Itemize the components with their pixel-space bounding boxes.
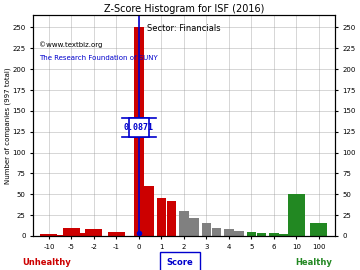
Bar xyxy=(60,235,64,236)
Bar xyxy=(212,228,221,236)
Y-axis label: Number of companies (997 total): Number of companies (997 total) xyxy=(4,67,11,184)
Text: Unhealthy: Unhealthy xyxy=(22,258,71,267)
Bar xyxy=(134,28,144,236)
Bar xyxy=(63,228,80,236)
Text: Healthy: Healthy xyxy=(295,258,332,267)
Bar xyxy=(234,231,244,236)
Bar xyxy=(279,234,289,236)
Bar xyxy=(179,211,189,236)
Bar xyxy=(288,194,305,236)
Text: The Research Foundation of SUNY: The Research Foundation of SUNY xyxy=(39,55,158,61)
Bar xyxy=(247,232,256,236)
Bar xyxy=(269,234,279,236)
Bar xyxy=(40,234,58,236)
Title: Z-Score Histogram for ISF (2016): Z-Score Histogram for ISF (2016) xyxy=(104,4,264,14)
Bar xyxy=(144,186,154,236)
Bar xyxy=(189,218,199,236)
Bar xyxy=(80,234,85,236)
Bar xyxy=(167,201,176,236)
FancyBboxPatch shape xyxy=(129,118,149,137)
Text: Sector: Financials: Sector: Financials xyxy=(147,24,221,33)
Bar xyxy=(310,224,328,236)
Bar xyxy=(202,224,211,236)
Bar xyxy=(224,229,234,236)
Bar xyxy=(51,235,55,236)
Bar xyxy=(157,198,166,236)
Text: Score: Score xyxy=(167,258,193,267)
Bar xyxy=(108,232,125,236)
Bar xyxy=(85,229,103,236)
Bar xyxy=(75,233,80,236)
Bar xyxy=(65,235,69,236)
Text: 0.0871: 0.0871 xyxy=(124,123,154,132)
Bar xyxy=(257,233,266,236)
Text: ©www.textbiz.org: ©www.textbiz.org xyxy=(39,42,103,48)
Bar xyxy=(56,235,60,236)
